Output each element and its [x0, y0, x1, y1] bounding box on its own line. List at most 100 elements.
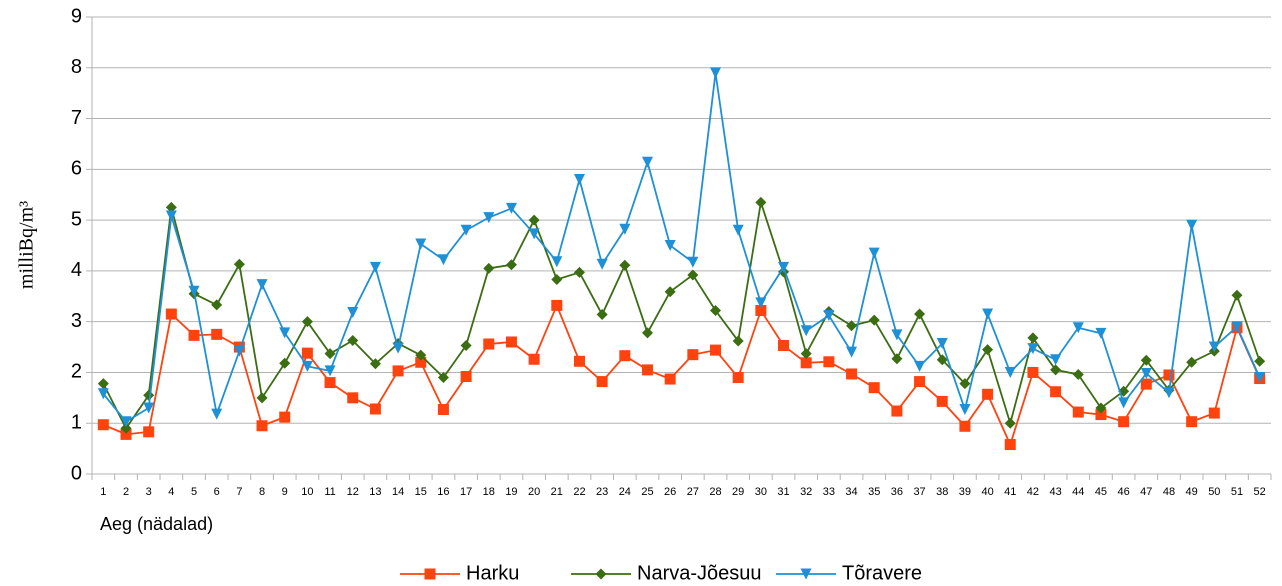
- legend-marker: [800, 568, 812, 580]
- marker: [1027, 366, 1039, 378]
- marker: [392, 342, 404, 354]
- y-tick-label: 7: [71, 107, 82, 129]
- marker: [1186, 416, 1198, 428]
- legend-label: Harku: [466, 562, 519, 584]
- marker: [710, 67, 722, 79]
- x-tick-label: 44: [1072, 486, 1084, 498]
- marker: [778, 340, 790, 352]
- x-tick-label: 22: [573, 486, 585, 498]
- marker: [868, 382, 880, 394]
- marker: [664, 240, 676, 251]
- marker: [324, 348, 336, 360]
- marker: [619, 223, 631, 235]
- marker: [732, 224, 744, 236]
- x-tick-label: 12: [347, 486, 359, 498]
- x-tick-label: 26: [664, 486, 676, 498]
- marker: [483, 262, 495, 274]
- marker: [1254, 372, 1266, 384]
- x-tick-label: 17: [460, 486, 472, 498]
- marker: [211, 299, 223, 311]
- x-tick-label: 52: [1254, 486, 1266, 498]
- x-tick-label: 13: [369, 486, 381, 498]
- marker: [846, 368, 858, 380]
- legend-label: Tõravere: [842, 562, 922, 584]
- marker: [1050, 364, 1062, 376]
- marker: [97, 419, 109, 431]
- marker: [1004, 417, 1016, 429]
- marker: [415, 238, 427, 250]
- marker: [551, 299, 563, 311]
- marker: [528, 214, 540, 226]
- x-tick-label: 50: [1208, 486, 1220, 498]
- marker: [279, 411, 291, 423]
- marker: [868, 247, 880, 259]
- marker: [301, 316, 313, 328]
- x-axis-label: Aeg (nädalad): [100, 514, 213, 534]
- x-tick-label: 7: [236, 486, 242, 498]
- marker: [347, 307, 359, 319]
- marker: [437, 404, 449, 416]
- marker: [1208, 341, 1220, 353]
- marker: [1186, 356, 1198, 368]
- x-tick-label: 29: [732, 486, 744, 498]
- marker: [1231, 321, 1243, 333]
- x-tick-label: 51: [1231, 486, 1243, 498]
- marker: [483, 212, 495, 224]
- series: [97, 196, 1266, 434]
- marker: [1140, 354, 1152, 366]
- marker: [347, 392, 359, 404]
- x-tick-label: 23: [596, 486, 608, 498]
- marker: [415, 349, 427, 361]
- x-tick-label: 33: [823, 486, 835, 498]
- x-tick-label: 14: [392, 486, 404, 498]
- x-tick-label: 18: [483, 486, 495, 498]
- marker: [143, 389, 155, 401]
- marker: [596, 258, 608, 270]
- marker: [846, 320, 858, 332]
- marker: [120, 428, 132, 440]
- x-tick-label: 3: [146, 486, 152, 498]
- x-tick-label: 6: [214, 486, 220, 498]
- y-axis-label: milliBq/m³: [16, 201, 38, 289]
- marker: [1072, 368, 1084, 380]
- marker: [301, 347, 313, 359]
- x-tick-label: 15: [415, 486, 427, 498]
- marker: [800, 357, 812, 369]
- line: [102, 202, 1261, 431]
- marker: [165, 308, 177, 320]
- x-tick-label: 24: [619, 486, 631, 498]
- marker: [437, 372, 449, 384]
- x-tick-label: 31: [777, 486, 789, 498]
- marker: [1231, 289, 1243, 301]
- x-tick-label: 4: [168, 486, 174, 498]
- x-tick-label: 42: [1027, 486, 1039, 498]
- marker: [936, 354, 948, 366]
- marker: [619, 259, 631, 271]
- marker: [528, 353, 540, 365]
- marker: [641, 364, 653, 376]
- marker: [233, 345, 245, 357]
- marker: [891, 405, 903, 417]
- marker: [936, 395, 948, 407]
- legend-marker: [424, 568, 436, 580]
- marker: [301, 360, 313, 372]
- x-tick-label: 36: [891, 486, 903, 498]
- marker: [573, 266, 585, 278]
- marker: [1050, 386, 1062, 398]
- marker: [596, 309, 608, 321]
- legend-label: Narva-Jõesuu: [637, 562, 762, 584]
- marker: [1140, 367, 1152, 379]
- y-tick-label: 9: [71, 5, 82, 27]
- marker: [1004, 366, 1016, 378]
- marker: [415, 356, 427, 368]
- marker: [369, 403, 381, 415]
- marker: [369, 261, 381, 273]
- marker: [982, 308, 994, 320]
- marker: [1118, 397, 1130, 409]
- marker: [710, 344, 722, 356]
- marker: [369, 358, 381, 370]
- marker: [120, 416, 132, 428]
- marker: [982, 344, 994, 356]
- marker: [1140, 378, 1152, 390]
